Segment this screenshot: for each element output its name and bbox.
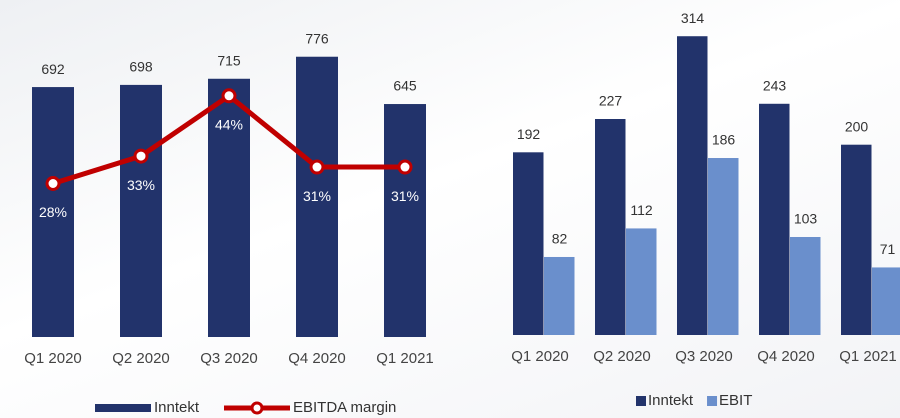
bar bbox=[677, 36, 708, 335]
value-label: 200 bbox=[845, 118, 869, 134]
value-label: 103 bbox=[794, 211, 818, 227]
x-tick-label: Q3 2020 bbox=[675, 348, 733, 365]
bar bbox=[595, 119, 626, 335]
value-label: 698 bbox=[129, 59, 153, 75]
legend-swatch bbox=[250, 401, 264, 415]
value-label: 192 bbox=[517, 126, 541, 142]
bar bbox=[790, 236, 821, 335]
bar bbox=[544, 256, 575, 335]
x-tick-label: Q2 2020 bbox=[593, 348, 651, 365]
legend-label: EBITDA margin bbox=[293, 399, 396, 416]
value-label: 31% bbox=[391, 188, 419, 204]
value-label: 71 bbox=[880, 241, 896, 257]
bar bbox=[841, 144, 872, 335]
line-point bbox=[397, 159, 413, 175]
legend-swatch bbox=[95, 404, 151, 412]
value-label: 44% bbox=[215, 116, 243, 132]
line-point bbox=[309, 159, 325, 175]
legend-label: EBIT bbox=[719, 392, 752, 409]
legend-swatch bbox=[636, 396, 646, 406]
value-label: 33% bbox=[127, 177, 155, 193]
legend-label: Inntekt bbox=[648, 392, 694, 409]
value-label: 28% bbox=[39, 204, 67, 220]
legend-label: Inntekt bbox=[154, 399, 200, 416]
bar bbox=[208, 78, 250, 338]
bar bbox=[626, 228, 657, 335]
line-point bbox=[133, 148, 149, 164]
x-tick-label: Q1 2021 bbox=[839, 348, 897, 365]
bar bbox=[513, 152, 544, 335]
x-tick-label: Q2 2020 bbox=[112, 350, 170, 367]
x-tick-label: Q1 2020 bbox=[511, 348, 569, 365]
legend-swatch bbox=[707, 396, 718, 406]
value-label: 692 bbox=[41, 61, 65, 77]
x-tick-label: Q4 2020 bbox=[757, 348, 815, 365]
value-label: 31% bbox=[303, 188, 331, 204]
value-label: 227 bbox=[599, 93, 623, 109]
value-label: 112 bbox=[630, 202, 653, 218]
x-tick-label: Q1 2021 bbox=[376, 350, 434, 367]
line-point bbox=[45, 176, 61, 191]
x-tick-label: Q4 2020 bbox=[288, 350, 346, 367]
bar bbox=[384, 104, 426, 338]
value-label: 645 bbox=[393, 78, 417, 94]
value-label: 186 bbox=[712, 132, 736, 148]
value-label: 243 bbox=[763, 77, 787, 93]
x-tick-label: Q1 2020 bbox=[24, 350, 82, 367]
bar bbox=[872, 267, 900, 335]
value-label: 82 bbox=[552, 231, 568, 247]
bar bbox=[708, 158, 739, 335]
line-point bbox=[221, 88, 237, 104]
bar bbox=[759, 103, 790, 335]
bar bbox=[32, 87, 74, 337]
bar bbox=[120, 84, 162, 337]
value-label: 314 bbox=[681, 10, 705, 26]
bar bbox=[296, 56, 338, 338]
value-label: 776 bbox=[305, 30, 329, 46]
x-tick-label: Q3 2020 bbox=[200, 350, 258, 367]
value-label: 715 bbox=[217, 52, 241, 68]
